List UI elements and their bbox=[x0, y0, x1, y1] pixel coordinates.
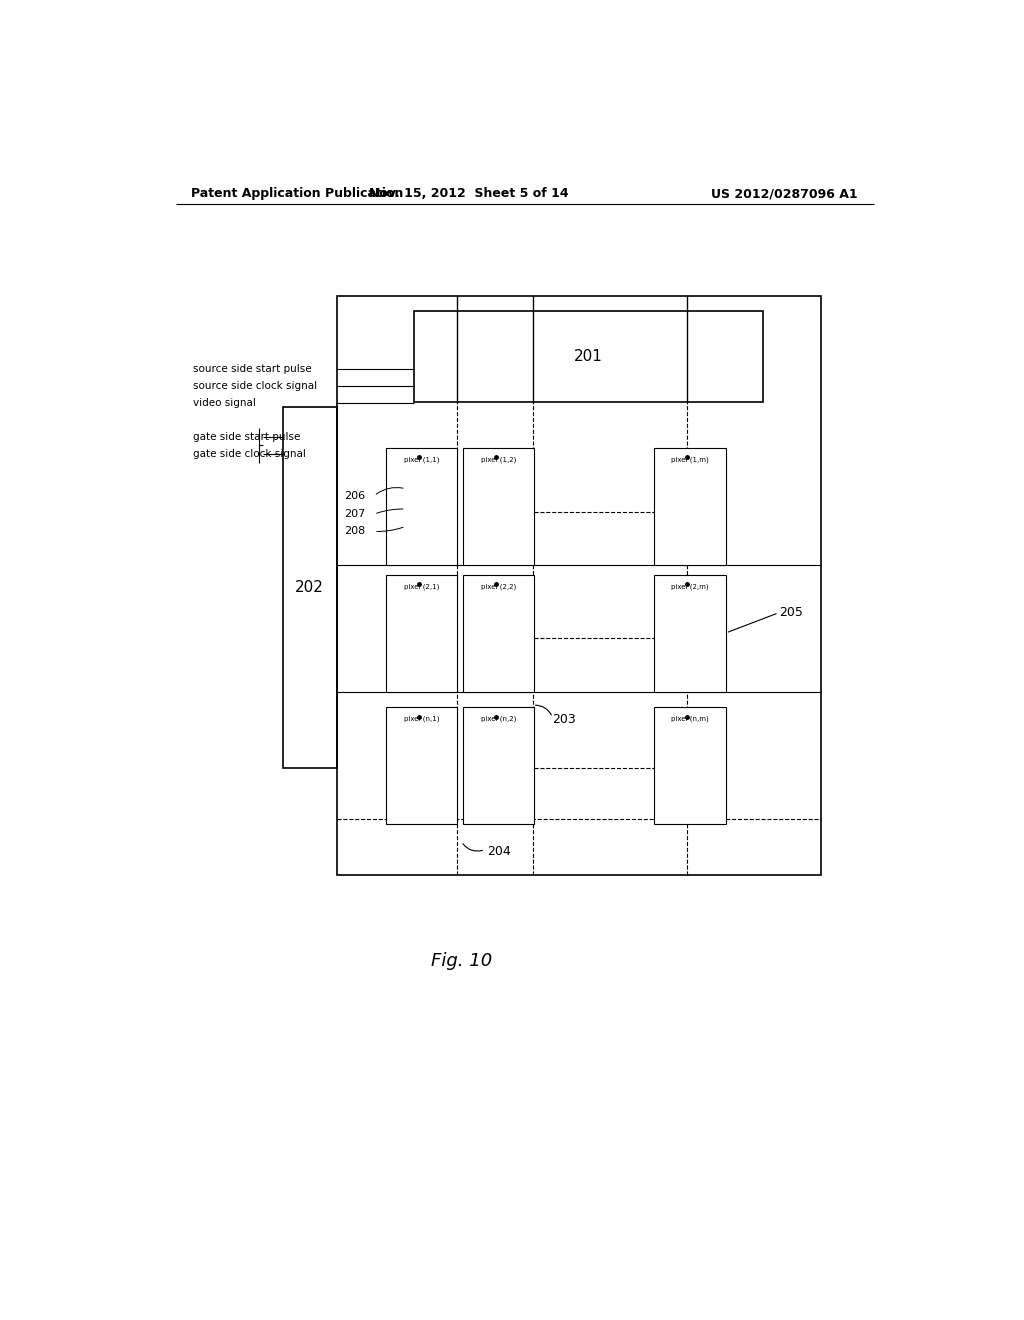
Text: 204: 204 bbox=[486, 845, 510, 858]
Bar bbox=[463, 576, 535, 692]
Text: 202: 202 bbox=[295, 579, 325, 595]
Bar bbox=[414, 312, 763, 403]
Text: Fig. 10: Fig. 10 bbox=[431, 952, 492, 970]
Text: pixel (n,m): pixel (n,m) bbox=[671, 715, 709, 722]
Text: video signal: video signal bbox=[194, 399, 256, 408]
Text: gate side start pulse: gate side start pulse bbox=[194, 432, 300, 442]
Text: Nov. 15, 2012  Sheet 5 of 14: Nov. 15, 2012 Sheet 5 of 14 bbox=[370, 187, 569, 201]
Text: 206: 206 bbox=[344, 491, 365, 500]
Text: pixel (2,2): pixel (2,2) bbox=[481, 583, 516, 590]
Text: Patent Application Publication: Patent Application Publication bbox=[191, 187, 403, 201]
Bar bbox=[654, 447, 726, 565]
Text: US 2012/0287096 A1: US 2012/0287096 A1 bbox=[712, 187, 858, 201]
Text: pixel (1,2): pixel (1,2) bbox=[481, 457, 516, 463]
Text: pixel (n,2): pixel (n,2) bbox=[481, 715, 516, 722]
Text: source side clock signal: source side clock signal bbox=[194, 381, 317, 391]
Text: 207: 207 bbox=[344, 510, 366, 519]
Bar bbox=[463, 447, 535, 565]
Text: source side start pulse: source side start pulse bbox=[194, 364, 311, 374]
Text: pixel (1,m): pixel (1,m) bbox=[671, 457, 709, 463]
Bar bbox=[654, 708, 726, 824]
Text: 208: 208 bbox=[344, 527, 366, 536]
Text: pixel (1,1): pixel (1,1) bbox=[403, 457, 439, 463]
Bar bbox=[337, 296, 821, 875]
Text: gate side clock signal: gate side clock signal bbox=[194, 449, 306, 459]
Bar bbox=[386, 708, 458, 824]
Text: pixel (2,1): pixel (2,1) bbox=[403, 583, 439, 590]
Bar bbox=[654, 576, 726, 692]
Text: 203: 203 bbox=[553, 713, 577, 726]
Text: pixel (2,m): pixel (2,m) bbox=[671, 583, 709, 590]
Bar bbox=[463, 708, 535, 824]
Text: 205: 205 bbox=[778, 606, 803, 619]
Text: pixel (n,1): pixel (n,1) bbox=[403, 715, 439, 722]
Text: 201: 201 bbox=[573, 348, 603, 364]
Bar bbox=[386, 447, 458, 565]
Bar bbox=[386, 576, 458, 692]
Bar bbox=[283, 408, 337, 768]
